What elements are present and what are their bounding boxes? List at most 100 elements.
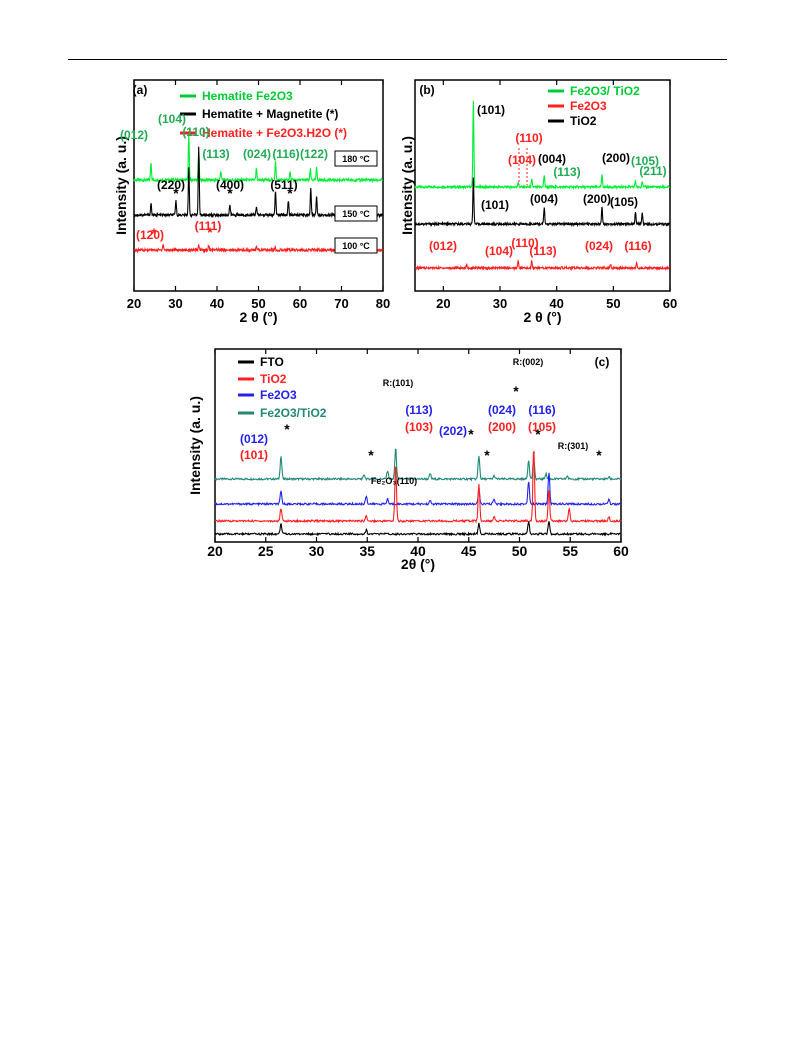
xrd-panel-a: 20 30 40 50 60 70 80 2 θ (°) Intensity (a. u.) (a… bbox=[113, 79, 390, 325]
peak-annotation: (200) bbox=[583, 192, 611, 206]
peak-annotation: (101) bbox=[477, 103, 505, 117]
plot-area-b: 20 30 40 50 60 2 θ (°) Intensity (a. u.) (b) Fe2… bbox=[399, 80, 677, 325]
y-axis-label: Intensity (a. u.) bbox=[399, 136, 415, 235]
star-marker: * bbox=[596, 447, 602, 463]
legend-label: Fe2O3/ TiO2 bbox=[570, 84, 640, 98]
peak-annotation: (104) bbox=[485, 244, 513, 258]
peak-annotation: (202) bbox=[439, 424, 467, 438]
peak-annotation: (400) bbox=[216, 178, 244, 192]
panel-label: (b) bbox=[419, 83, 434, 97]
legend-label: TiO2 bbox=[260, 372, 287, 386]
x-tick-label: 20 bbox=[127, 296, 141, 311]
legend-label: Hematite Fe2O3 bbox=[202, 89, 293, 103]
star-marker: * bbox=[535, 426, 541, 442]
x-tick-label: 50 bbox=[606, 296, 620, 311]
peak-annotation: R:(301) bbox=[558, 441, 589, 451]
x-tick-label: 30 bbox=[168, 296, 182, 311]
series-line bbox=[133, 134, 384, 184]
peak-annotation: (104) bbox=[158, 112, 186, 126]
temperature-box bbox=[334, 205, 378, 222]
x-tick-label: 50 bbox=[251, 296, 265, 311]
x-tick-label: 50 bbox=[512, 543, 528, 559]
star-marker: * bbox=[227, 185, 233, 201]
legend-label: TiO2 bbox=[570, 114, 597, 128]
peak-annotation: (511) bbox=[270, 178, 297, 192]
temperature-label: 100 °C bbox=[342, 241, 370, 251]
star-marker: * bbox=[468, 426, 474, 442]
temperature-box bbox=[334, 237, 378, 254]
x-tick-label: 70 bbox=[334, 296, 348, 311]
peak-annotation: (113) bbox=[202, 147, 229, 161]
peak-annotation: (122) bbox=[300, 147, 328, 161]
x-tick-label: 40 bbox=[410, 543, 426, 559]
peak-annotation: (101) bbox=[240, 448, 268, 462]
series-line bbox=[414, 177, 671, 228]
x-tick-label: 60 bbox=[613, 543, 629, 559]
series-line bbox=[214, 448, 622, 482]
peak-annotation: (116) bbox=[528, 403, 555, 417]
peak-annotation: (105) bbox=[610, 195, 638, 209]
peak-annotation: (110) bbox=[511, 236, 538, 250]
x-axis-label: 2 θ (°) bbox=[523, 309, 561, 325]
star-marker: * bbox=[173, 185, 179, 201]
x-tick-label: 40 bbox=[549, 296, 563, 311]
peak-annotation: (200) bbox=[488, 420, 516, 434]
peak-annotation: (111) bbox=[195, 219, 222, 233]
star-marker: * bbox=[151, 225, 157, 241]
legend-label: Fe2O3 bbox=[260, 388, 297, 402]
peak-annotation: (113) bbox=[553, 165, 580, 179]
peak-annotation: (113) bbox=[405, 403, 432, 417]
peak-annotation: (101) bbox=[481, 198, 509, 212]
peak-annotation: R:(101) bbox=[383, 378, 414, 388]
x-tick-label: 20 bbox=[207, 543, 223, 559]
peak-annotation: (024) bbox=[243, 147, 271, 161]
panel-label: (c) bbox=[595, 355, 610, 369]
y-axis-label: Intensity (a. u.) bbox=[187, 396, 203, 495]
plot-area-c: 20 25 30 35 40 45 50 55 60 2θ (°) Intensity (a. u.… bbox=[187, 349, 629, 572]
page-header-rule bbox=[68, 59, 727, 60]
series-line bbox=[214, 472, 622, 507]
peak-annotation: (105) bbox=[631, 154, 659, 168]
x-tick-label: 60 bbox=[293, 296, 307, 311]
x-tick-label: 60 bbox=[663, 296, 677, 311]
peak-annotation: (116) bbox=[272, 147, 299, 161]
legend-label: FTO bbox=[260, 355, 284, 369]
x-axis-label: 2θ (°) bbox=[401, 556, 435, 572]
star-marker: * bbox=[284, 421, 290, 437]
peak-annotation: (113) bbox=[529, 244, 556, 258]
peak-annotation: (012) bbox=[240, 432, 268, 446]
peak-annotation: (200) bbox=[602, 151, 630, 165]
peak-annotation: (105) bbox=[528, 420, 556, 434]
x-tick-label: 20 bbox=[436, 296, 450, 311]
legend-label: Hematite + Fe2O3.H2O (*) bbox=[202, 126, 347, 140]
x-tick-label: 80 bbox=[376, 296, 390, 311]
legend-label: Fe2O3/TiO2 bbox=[260, 406, 327, 420]
series-line bbox=[414, 100, 671, 191]
plot-area-a: 20 30 40 50 60 70 80 2 θ (°) Intensity (a. u.) (a… bbox=[113, 80, 390, 325]
x-tick-label: 45 bbox=[461, 543, 477, 559]
temperature-label: 180 °C bbox=[342, 154, 370, 164]
series-line bbox=[415, 259, 671, 272]
temperature-box bbox=[334, 150, 378, 167]
xrd-panel-c: 20 25 30 35 40 45 50 55 60 2θ (°) Intensity (a. u.… bbox=[187, 348, 629, 572]
peak-annotation: (103) bbox=[405, 420, 433, 434]
legend-label: Hematite + Magnetite (*) bbox=[202, 107, 338, 121]
star-marker: * bbox=[287, 185, 293, 201]
peak-annotation: (120) bbox=[136, 228, 164, 242]
peak-annotation: (110) bbox=[182, 125, 209, 139]
x-tick-label: 30 bbox=[493, 296, 507, 311]
star-marker: * bbox=[207, 224, 213, 240]
x-tick-label: 25 bbox=[258, 543, 274, 559]
x-tick-label: 40 bbox=[210, 296, 224, 311]
xrd-panel-b: 20 30 40 50 60 2 θ (°) Intensity (a. u.) (b) Fe2… bbox=[399, 79, 677, 325]
peak-annotation: (104) bbox=[508, 153, 536, 167]
temperature-label: 150 °C bbox=[342, 209, 370, 219]
peak-annotation: Fe₂O₃(110) bbox=[371, 476, 417, 486]
y-axis-label: Intensity (a. u.) bbox=[113, 136, 129, 235]
x-tick-label: 55 bbox=[562, 543, 578, 559]
series-line bbox=[214, 520, 622, 537]
peak-annotation: (110) bbox=[515, 131, 542, 145]
star-marker: * bbox=[513, 383, 519, 399]
peak-annotation: (024) bbox=[488, 403, 516, 417]
x-tick-label: 35 bbox=[359, 543, 375, 559]
